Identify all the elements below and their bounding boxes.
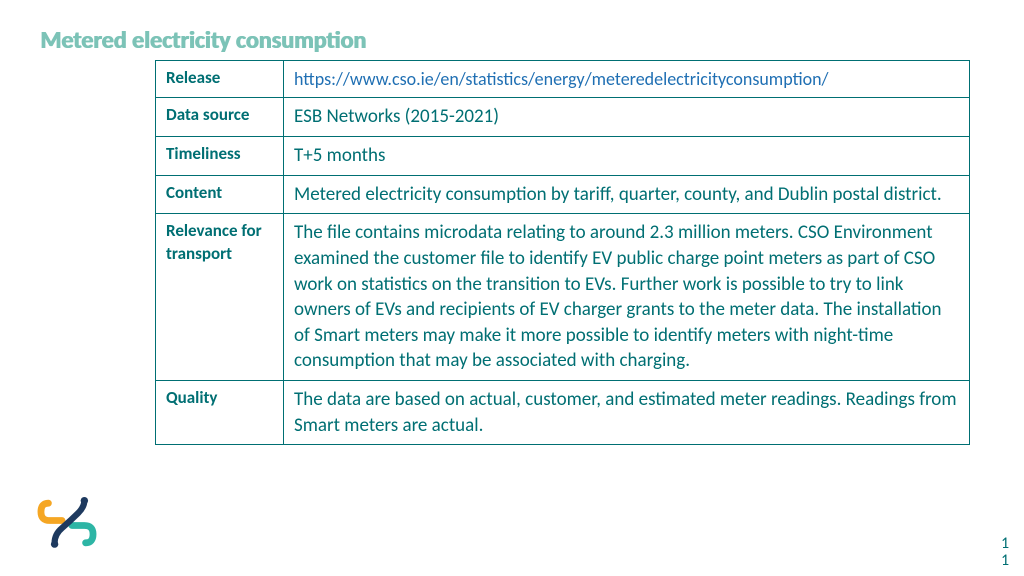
row-value-link[interactable]: https://www.cso.ie/en/statistics/energy/… <box>284 61 970 98</box>
row-label: Quality <box>156 381 284 445</box>
table-row: QualityThe data are based on actual, cus… <box>156 381 970 445</box>
table-row: Releasehttps://www.cso.ie/en/statistics/… <box>156 61 970 98</box>
cso-logo-icon <box>36 492 98 554</box>
slide-title: Metered electricity consumption <box>40 26 366 55</box>
row-value: The file contains microdata relating to … <box>284 214 970 381</box>
row-label: Content <box>156 175 284 214</box>
row-label: Release <box>156 61 284 98</box>
info-table: Releasehttps://www.cso.ie/en/statistics/… <box>155 60 970 445</box>
table-row: ContentMetered electricity consumption b… <box>156 175 970 214</box>
info-table-body: Releasehttps://www.cso.ie/en/statistics/… <box>156 61 970 445</box>
row-value: T+5 months <box>284 136 970 175</box>
page-number-bottom: 1 <box>998 553 1012 570</box>
table-row: TimelinessT+5 months <box>156 136 970 175</box>
row-label: Data source <box>156 98 284 137</box>
page-number: 1 1 <box>998 536 1012 570</box>
row-label: Timeliness <box>156 136 284 175</box>
row-value: Metered electricity consumption by tarif… <box>284 175 970 214</box>
row-label: Relevance for transport <box>156 214 284 381</box>
row-value: ESB Networks (2015-2021) <box>284 98 970 137</box>
table-row: Data sourceESB Networks (2015-2021) <box>156 98 970 137</box>
row-value: The data are based on actual, customer, … <box>284 381 970 445</box>
table-row: Relevance for transportThe file contains… <box>156 214 970 381</box>
